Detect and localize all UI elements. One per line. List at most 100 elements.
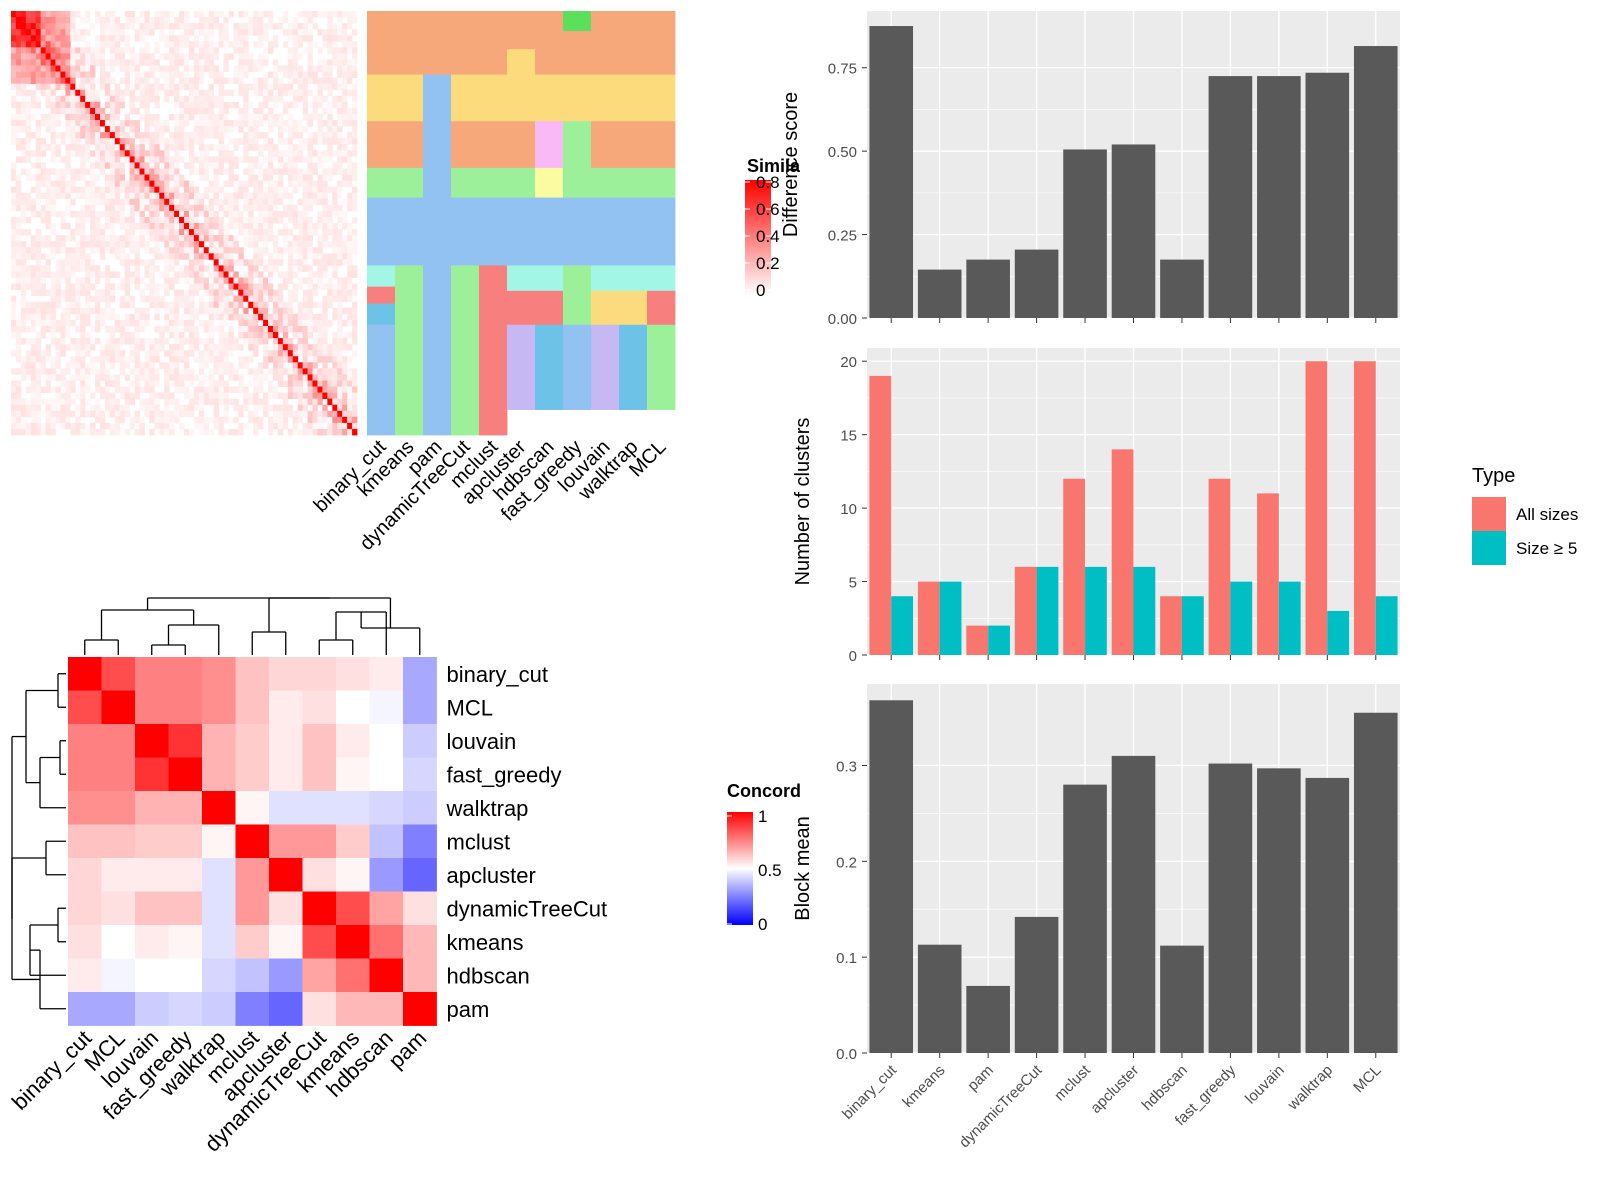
similarity-cell <box>228 398 234 406</box>
membership-cell <box>479 121 508 169</box>
similarity-cell <box>80 156 86 163</box>
similarity-cell <box>80 344 86 351</box>
similarity-cell <box>302 265 308 272</box>
similarity-cell <box>80 77 86 85</box>
similarity-cell <box>322 428 328 436</box>
similarity-cell <box>223 29 229 36</box>
similarity-cell <box>238 380 244 387</box>
similarity-cell <box>317 198 323 206</box>
similarity-cell <box>11 416 17 424</box>
similarity-cell <box>228 386 234 393</box>
membership-cell <box>535 49 564 75</box>
similarity-cell <box>193 156 200 163</box>
bar-all-sizes <box>1305 361 1328 655</box>
similarity-cell <box>238 319 244 327</box>
similarity-cell <box>352 29 358 36</box>
similarity-cell <box>203 120 210 127</box>
similarity-cell <box>287 29 294 36</box>
similarity-cell <box>169 83 175 91</box>
similarity-cell <box>218 95 224 103</box>
similarity-cell <box>169 47 175 54</box>
concordance-cell <box>302 858 337 892</box>
similarity-cell <box>45 235 51 242</box>
similarity-cell <box>129 95 135 103</box>
similarity-cell <box>342 283 348 291</box>
similarity-cell <box>307 198 313 206</box>
similarity-cell <box>342 374 348 381</box>
similarity-cell <box>272 374 279 381</box>
similarity-cell <box>297 229 304 236</box>
similarity-cell <box>104 186 111 194</box>
similarity-cell <box>154 338 160 345</box>
similarity-cell <box>25 132 32 139</box>
similarity-cell <box>114 356 121 363</box>
similarity-cell <box>277 247 284 254</box>
similarity-cell <box>95 416 101 424</box>
similarity-cell <box>95 156 101 163</box>
similarity-cell <box>347 23 353 30</box>
similarity-cell <box>223 53 229 60</box>
similarity-cell <box>70 356 76 363</box>
similarity-cell <box>218 235 224 242</box>
similarity-cell <box>233 23 239 30</box>
similarity-cell <box>30 29 37 36</box>
similarity-cell <box>164 11 170 18</box>
similarity-cell <box>114 350 121 357</box>
similarity-cell <box>11 241 17 248</box>
similarity-cell <box>30 89 37 97</box>
similarity-cell <box>272 150 279 157</box>
similarity-cell <box>109 126 116 133</box>
similarity-cell <box>144 180 150 188</box>
similarity-cell <box>11 198 17 206</box>
similarity-cell <box>129 277 135 284</box>
similarity-cell <box>342 47 348 54</box>
membership-cell <box>619 265 648 292</box>
similarity-cell <box>60 247 66 254</box>
similarity-cell <box>70 168 76 175</box>
bar <box>1063 784 1107 1053</box>
similarity-cell <box>307 132 313 139</box>
similarity-cell <box>337 410 343 418</box>
similarity-cell <box>50 325 56 333</box>
similarity-cell <box>238 47 244 54</box>
similarity-cell <box>347 398 353 406</box>
similarity-cell <box>109 271 116 278</box>
similarity-cell <box>198 295 205 303</box>
similarity-cell <box>297 350 304 357</box>
similarity-cell <box>114 380 121 387</box>
similarity-cell <box>60 235 66 242</box>
similarity-cell <box>20 428 27 436</box>
similarity-cell <box>258 398 264 406</box>
similarity-cell <box>149 162 155 169</box>
similarity-cell <box>327 113 333 121</box>
similarity-cell <box>95 101 101 109</box>
y-axis-title: Number of clusters <box>792 418 814 586</box>
similarity-cell <box>352 113 358 121</box>
similarity-cell <box>188 47 195 54</box>
type-legend: Type All sizes Size ≥ 5 <box>1472 465 1578 565</box>
similarity-cell <box>45 210 51 218</box>
similarity-cell <box>169 362 175 369</box>
similarity-cell <box>15 41 22 48</box>
similarity-cell <box>75 120 81 127</box>
similarity-cell <box>144 313 150 321</box>
similarity-cell <box>277 229 284 236</box>
similarity-cell <box>233 368 239 375</box>
similarity-cell <box>50 223 56 230</box>
similarity-cell <box>15 277 22 284</box>
membership-cell <box>647 11 676 75</box>
similarity-cell <box>243 325 249 333</box>
concordance-cell <box>403 925 437 959</box>
similarity-cell <box>124 23 131 30</box>
concordance-cell <box>101 690 136 725</box>
similarity-cell <box>317 241 323 248</box>
similarity-cell <box>188 89 195 97</box>
similarity-cell <box>65 392 71 400</box>
similarity-cell <box>337 35 343 42</box>
similarity-cell <box>327 241 333 248</box>
concordance-cell <box>135 657 169 691</box>
similarity-cell <box>129 241 135 248</box>
similarity-cell <box>80 192 86 200</box>
concordance-cell <box>101 858 136 892</box>
similarity-cell <box>253 313 259 321</box>
